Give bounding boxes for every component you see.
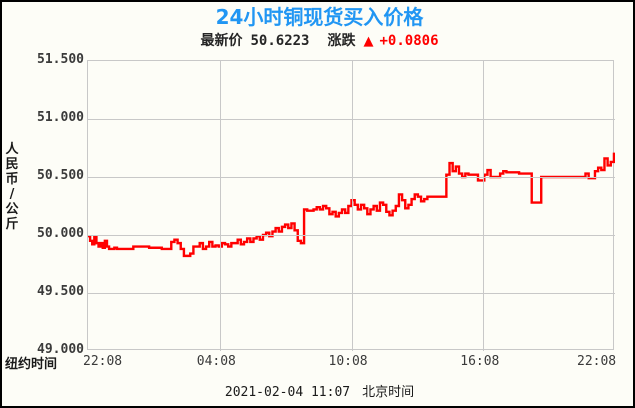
x-tick-label: 10:08: [328, 354, 368, 369]
price-line-series: [88, 152, 615, 258]
x-tick-label: 04:08: [196, 354, 236, 369]
gridline-vertical: [483, 61, 484, 351]
up-arrow-icon: ▲: [363, 34, 374, 49]
y-axis-title-char: 斤: [5, 217, 19, 232]
plot-area: [87, 60, 615, 351]
footer-timestamp: 2021-02-04 11:07: [224, 385, 351, 400]
latest-price-value: 50.6223: [250, 33, 310, 49]
page-title: 24小时铜现货买入价格: [215, 5, 424, 29]
y-axis-title-char: 公: [5, 202, 19, 217]
x-tick-label: 22:08: [577, 354, 617, 369]
y-tick-label: 49.500: [37, 284, 84, 299]
y-axis-title-char: 币: [5, 172, 19, 187]
gridline-horizontal: [88, 177, 615, 178]
y-axis: 49.000 49.500 50.000 50.500 51.000 51.500: [2, 2, 84, 406]
y-axis-title-char: /: [9, 187, 15, 202]
gridline-vertical: [352, 61, 353, 351]
x-tick-label: 22:08: [83, 354, 123, 369]
change-label: 涨跌: [327, 33, 356, 49]
y-tick-label: 49.000: [37, 342, 84, 357]
footer: 2021-02-04 11:07 北京时间: [2, 381, 633, 400]
change-value: +0.0806: [379, 33, 439, 49]
y-tick-label: 50.500: [37, 168, 84, 183]
quote-summary: 最新价 50.6223 涨跌 ▲ +0.0806: [2, 32, 633, 51]
gridline-vertical: [220, 61, 221, 351]
price-line: [88, 152, 615, 258]
y-tick-label: 51.000: [37, 110, 84, 125]
footer-timezone: 北京时间: [362, 385, 415, 400]
x-axis-title: 纽约时间: [5, 357, 58, 372]
gridline-horizontal: [88, 119, 615, 120]
y-tick-label: 51.500: [37, 52, 84, 67]
y-axis-title: 人民币 / 公斤: [4, 142, 20, 232]
x-tick-label: 16:08: [460, 354, 500, 369]
y-axis-title-char: 民: [5, 157, 19, 172]
gridline-horizontal: [88, 293, 615, 294]
y-axis-title-char: 人: [5, 142, 19, 157]
y-tick-label: 50.000: [37, 226, 84, 241]
gridline-horizontal: [88, 235, 615, 236]
latest-price-label: 最新价: [200, 33, 243, 49]
